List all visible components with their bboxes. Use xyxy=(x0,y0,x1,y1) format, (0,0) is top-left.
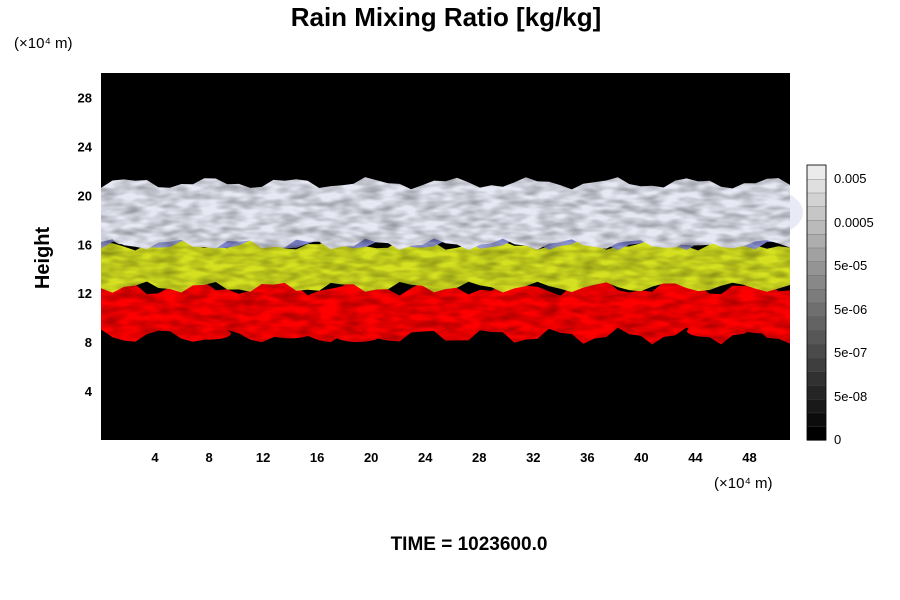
y-tick-label: 4 xyxy=(85,384,93,399)
y-tick-label: 20 xyxy=(78,188,92,203)
colorbar-segment xyxy=(806,206,827,221)
x-tick-label: 4 xyxy=(151,450,159,465)
chart-title: Rain Mixing Ratio [kg/kg] xyxy=(291,2,602,32)
time-label: TIME = 1023600.0 xyxy=(391,534,548,555)
x-tick-label: 8 xyxy=(205,450,212,465)
colorbar-segment xyxy=(806,384,827,400)
x-axis-unit: (×10⁴ m) xyxy=(714,475,773,492)
colorbar-segment xyxy=(806,343,827,359)
colorbar-segment xyxy=(806,288,827,304)
y-tick-label: 24 xyxy=(78,139,93,154)
x-tick-label: 12 xyxy=(256,450,270,465)
colorbar-segment xyxy=(806,247,827,262)
x-tick-label: 24 xyxy=(418,450,433,465)
colorbar-segment xyxy=(806,412,827,427)
x-tick-label: 28 xyxy=(472,450,486,465)
x-tick-label: 48 xyxy=(742,450,756,465)
x-tick-labels: 4 8 12 16 20 24 28 32 36 40 44 48 xyxy=(151,450,756,465)
colorbar-tick-label: 0.005 xyxy=(834,171,867,186)
y-tick-label: 12 xyxy=(78,286,92,301)
colorbar-segment xyxy=(806,178,827,194)
colorbar-segment xyxy=(806,371,827,386)
x-tick-label: 32 xyxy=(526,450,540,465)
x-tick-label: 44 xyxy=(688,450,703,465)
texture-overlay xyxy=(101,73,790,440)
colorbar-frame xyxy=(806,164,827,441)
colorbar-tick-label: 5e-07 xyxy=(834,345,867,360)
colorbar-segment xyxy=(806,233,827,249)
colorbar-segment xyxy=(806,426,827,441)
colorbar-segment xyxy=(806,398,827,414)
y-tick-label: 28 xyxy=(78,90,92,105)
colorbar-segment xyxy=(806,274,827,290)
y-axis-unit: (×10⁴ m) xyxy=(14,35,73,52)
x-tick-label: 20 xyxy=(364,450,378,465)
colorbar-tick-labels: 0.005 0.0005 5e-05 5e-06 5e-07 5e-08 0 xyxy=(834,171,874,447)
x-tick-label: 40 xyxy=(634,450,648,465)
colorbar-segment xyxy=(806,219,827,235)
x-tick-label: 36 xyxy=(580,450,594,465)
colorbar-segment xyxy=(806,192,827,207)
colorbar-segment xyxy=(806,261,827,276)
colorbar-tick-label: 0 xyxy=(834,432,841,447)
colorbar-segment xyxy=(806,316,827,331)
colorbar-segment xyxy=(806,329,827,345)
colorbar-segment xyxy=(806,164,827,180)
colorbar xyxy=(806,164,827,441)
colorbar-segment xyxy=(806,302,827,317)
colorbar-tick-label: 5e-05 xyxy=(834,258,867,273)
y-tick-labels: 4 8 12 16 20 24 28 xyxy=(78,90,93,399)
colorbar-tick-label: 5e-08 xyxy=(834,389,867,404)
y-tick-label: 16 xyxy=(78,237,92,252)
x-tick-label: 16 xyxy=(310,450,324,465)
colorbar-segment xyxy=(806,357,827,372)
colorbar-tick-label: 0.0005 xyxy=(834,215,874,230)
y-axis-label: Height xyxy=(32,227,54,290)
colorbar-tick-label: 5e-06 xyxy=(834,302,867,317)
y-tick-label: 8 xyxy=(85,335,92,350)
